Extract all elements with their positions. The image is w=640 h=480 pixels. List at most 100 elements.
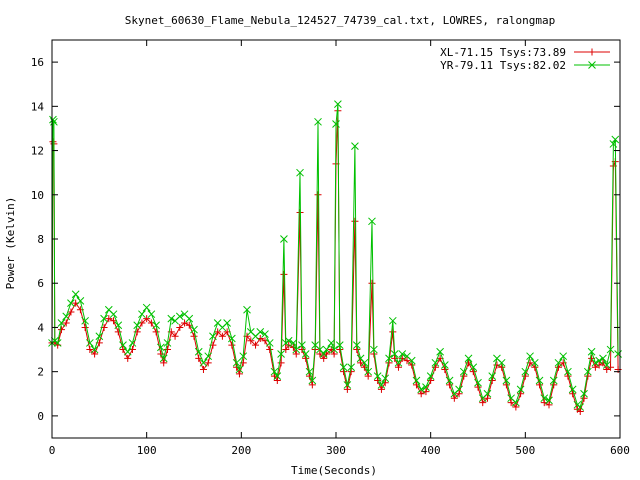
data-point <box>190 325 198 334</box>
data-point <box>204 359 212 367</box>
data-point <box>175 312 184 321</box>
data-point <box>370 345 378 354</box>
data-point <box>123 347 132 356</box>
data-point <box>143 315 151 323</box>
data-point <box>431 358 440 367</box>
data-point <box>540 394 549 403</box>
x-tick-label: 0 <box>49 444 56 457</box>
x-tick-label: 300 <box>326 444 346 457</box>
data-point <box>152 328 160 336</box>
data-point <box>157 343 165 352</box>
data-point <box>316 350 324 358</box>
data-point <box>583 367 592 376</box>
data-point <box>90 345 99 354</box>
data-point <box>273 377 281 385</box>
data-point <box>517 390 525 398</box>
series-line <box>51 110 619 413</box>
data-point <box>277 350 285 358</box>
data-point <box>394 363 402 371</box>
data-point <box>368 279 376 287</box>
data-point <box>580 394 588 402</box>
x-tick-label: 100 <box>137 444 157 457</box>
data-point <box>569 390 577 398</box>
data-point <box>243 305 251 314</box>
series-2 <box>48 100 622 411</box>
data-point <box>67 308 75 316</box>
data-point <box>576 407 584 415</box>
data-point <box>176 323 184 331</box>
y-tick-label: 16 <box>31 56 44 69</box>
data-point <box>591 363 599 371</box>
data-point <box>270 367 279 376</box>
y-tick-label: 2 <box>37 366 44 379</box>
data-point <box>564 372 572 380</box>
data-point <box>334 100 342 108</box>
data-point <box>530 358 539 367</box>
data-point <box>377 381 386 389</box>
data-point <box>171 332 179 340</box>
y-tick-label: 10 <box>31 189 44 202</box>
data-point <box>49 115 57 124</box>
data-point <box>157 350 165 358</box>
chart-title: Skynet_60630_Flame_Nebula_124527_74739_c… <box>125 14 555 27</box>
data-point <box>441 361 449 369</box>
data-point <box>204 352 213 361</box>
data-point <box>488 372 497 380</box>
x-tick-label: 600 <box>610 444 630 457</box>
data-point <box>417 390 425 398</box>
data-point <box>296 168 304 177</box>
data-point <box>218 332 226 340</box>
data-point <box>441 365 449 373</box>
data-point <box>347 363 356 372</box>
data-point <box>431 363 439 371</box>
x-tick-label: 200 <box>231 444 251 457</box>
data-point <box>247 337 255 345</box>
data-point <box>554 358 563 367</box>
data-point <box>322 345 331 354</box>
x-axis-label: Time(Seconds) <box>291 464 377 477</box>
y-tick-label: 0 <box>37 410 44 423</box>
y-tick-label: 6 <box>37 277 44 290</box>
data-point <box>512 403 520 411</box>
y-tick-label: 8 <box>37 233 44 246</box>
data-point <box>194 347 203 356</box>
data-point <box>502 381 510 389</box>
data-point <box>516 385 525 394</box>
data-point <box>595 361 603 369</box>
data-point <box>459 367 468 376</box>
data-point <box>469 368 477 376</box>
data-point <box>564 367 572 376</box>
data-point <box>235 370 243 378</box>
data-point <box>71 290 80 299</box>
data-point <box>373 372 382 380</box>
data-point <box>554 363 562 371</box>
data-point <box>603 365 611 373</box>
data-point <box>256 328 265 336</box>
y-axis-label: Power (Kelvin) <box>4 197 17 290</box>
data-point <box>436 347 444 356</box>
data-point <box>159 354 168 363</box>
data-point <box>339 363 348 372</box>
data-point <box>512 398 520 407</box>
data-point <box>301 350 310 358</box>
data-point <box>330 350 338 358</box>
data-point <box>390 350 399 358</box>
data-point <box>469 363 478 372</box>
data-point <box>124 354 132 362</box>
data-point <box>412 376 421 385</box>
data-point <box>289 339 298 347</box>
y-tick-label: 12 <box>31 145 44 158</box>
data-point <box>163 346 171 354</box>
data-point <box>377 385 385 393</box>
data-point <box>559 352 568 361</box>
data-point <box>86 346 94 354</box>
data-point <box>67 299 75 307</box>
data-point <box>388 316 397 325</box>
data-point <box>531 363 539 371</box>
data-point <box>114 321 123 330</box>
data-point <box>460 372 468 380</box>
data-point <box>446 381 454 389</box>
data-point <box>330 345 338 354</box>
